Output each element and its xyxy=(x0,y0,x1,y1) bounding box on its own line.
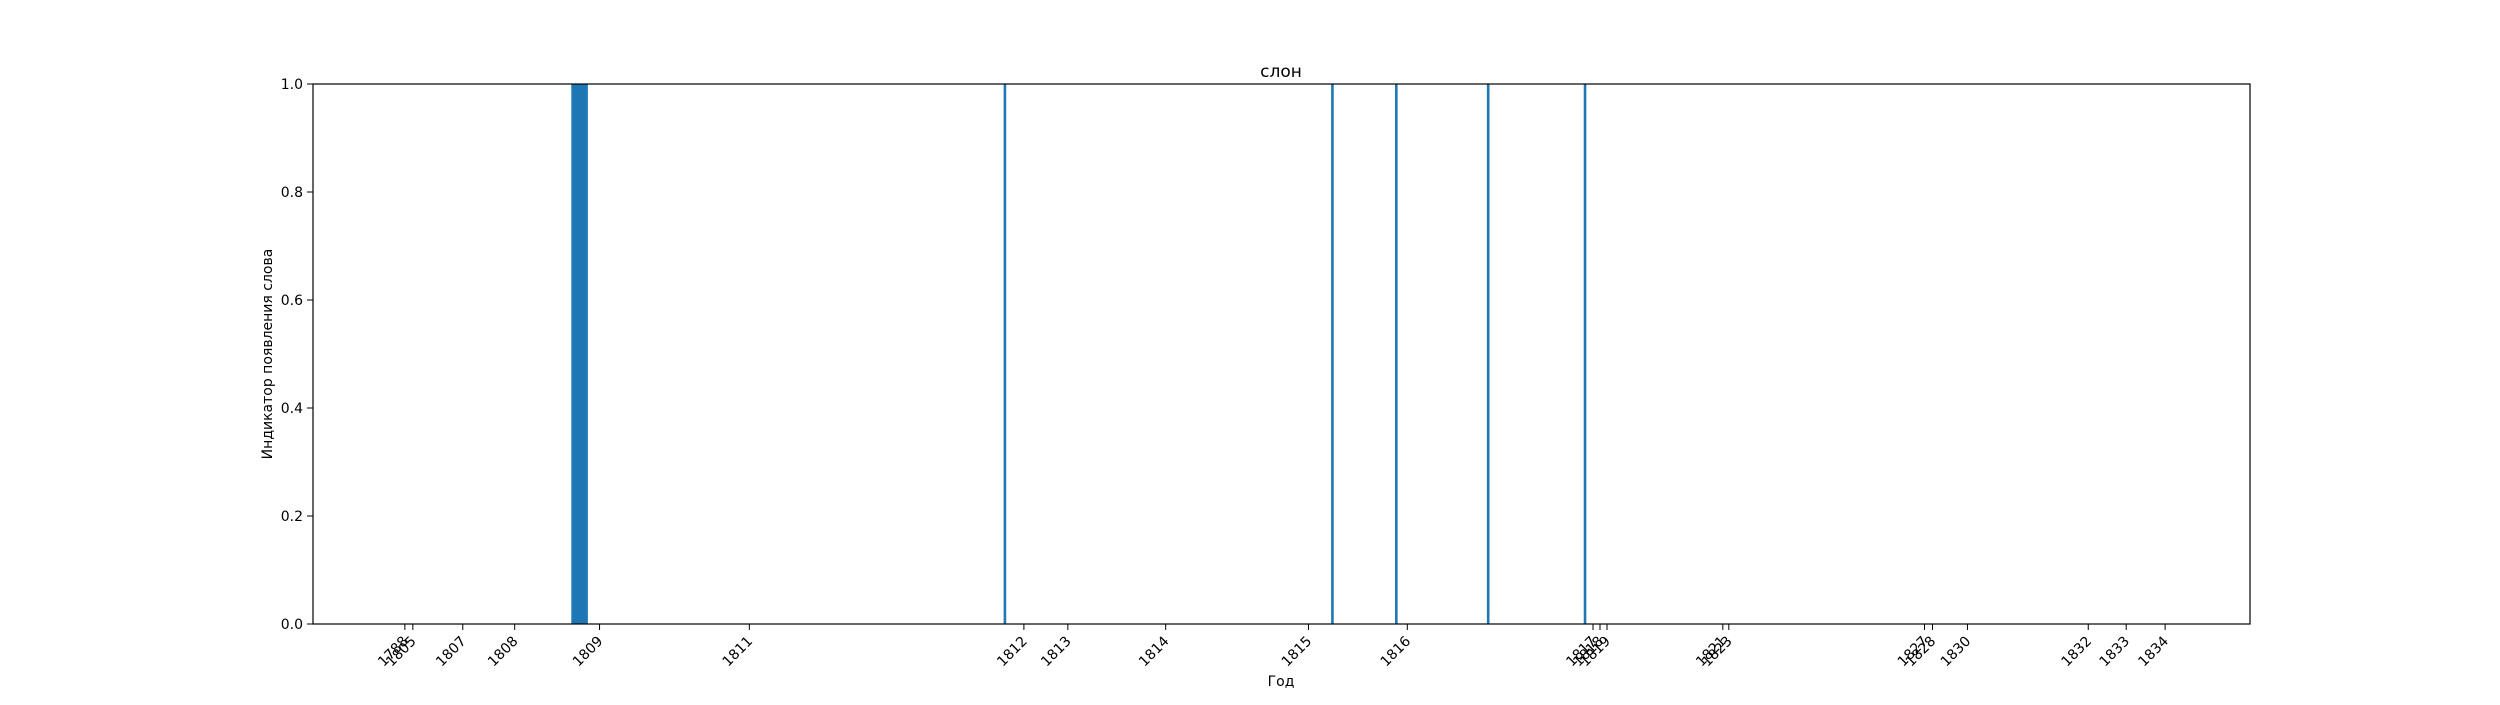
x-tick-label: 1833 xyxy=(2097,634,2134,671)
x-tick-label: 1834 xyxy=(2135,633,2172,670)
bar xyxy=(1331,84,1334,624)
bar xyxy=(585,84,588,624)
x-tick-label: 1812 xyxy=(994,634,1031,671)
x-tick-label: 1811 xyxy=(720,634,757,671)
plot-frame xyxy=(312,83,2251,625)
y-tick-label: 0.8 xyxy=(281,185,303,201)
x-tick-label: 1830 xyxy=(1938,634,1975,671)
x-tick-label: 1809 xyxy=(570,634,607,671)
x-axis-label: Год xyxy=(1268,674,1295,690)
bar xyxy=(1003,84,1007,624)
bar xyxy=(1395,84,1398,624)
x-tick-label: 1813 xyxy=(1038,634,1075,671)
x-tick-label: 1816 xyxy=(1378,633,1415,670)
y-tick-label: 0.0 xyxy=(281,617,303,633)
bar xyxy=(571,84,574,624)
bar xyxy=(573,84,576,624)
x-tick-label: 1815 xyxy=(1279,634,1316,671)
bar xyxy=(577,84,580,624)
x-tick-label: 1807 xyxy=(433,634,470,671)
bars-layer xyxy=(571,84,1587,624)
x-tick-label: 1814 xyxy=(1136,633,1173,670)
y-axis-label: Индикатор появления слова xyxy=(260,249,276,460)
bar xyxy=(583,84,586,624)
y-tick-label: 0.6 xyxy=(281,293,303,309)
bar xyxy=(575,84,578,624)
y-tick-label: 1.0 xyxy=(281,77,303,93)
chart-title: слон xyxy=(1260,62,1302,82)
x-tick-label: 1808 xyxy=(485,634,522,671)
x-tick-label: 1832 xyxy=(2059,634,2096,671)
bar xyxy=(1583,84,1587,624)
y-ticks: 0.0 0.2 0.4 0.6 0.8 1.0 xyxy=(281,77,313,633)
y-tick-label: 0.2 xyxy=(281,509,303,525)
y-tick-label: 0.4 xyxy=(281,401,303,417)
bar xyxy=(1486,84,1490,624)
